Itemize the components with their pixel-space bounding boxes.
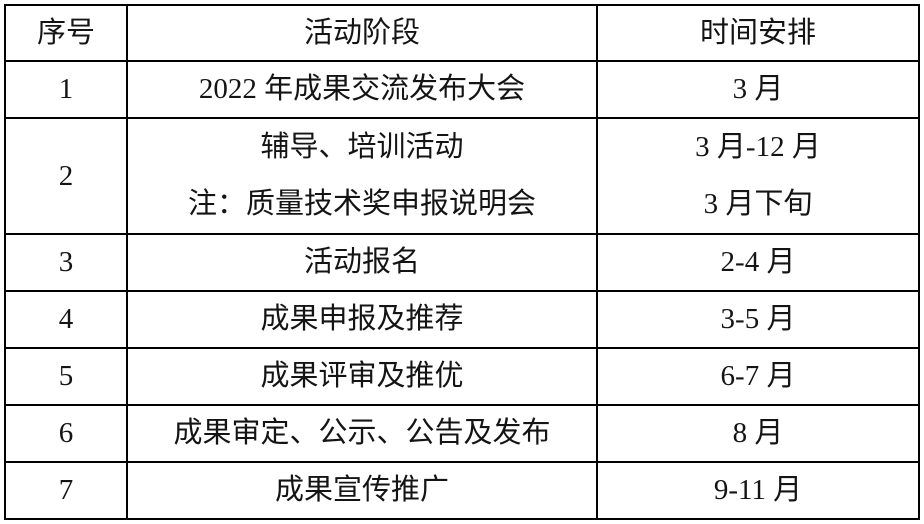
cell-stage: 成果申报及推荐 <box>126 290 598 349</box>
cell-serial: 3 <box>4 233 128 292</box>
cell-time: 3 月 <box>596 60 920 119</box>
cell-time: 8 月 <box>596 404 920 463</box>
cell-time: 3-5 月 <box>596 290 920 349</box>
activity-schedule-table: 序号 活动阶段 时间安排 1 2022 年成果交流发布大会 3 月 2 辅导、培… <box>4 4 920 520</box>
cell-time: 6-7 月 <box>596 347 920 406</box>
cell-serial: 6 <box>4 404 128 463</box>
table-row: 7 成果宣传推广 9-11 月 <box>4 461 920 520</box>
cell-stage: 成果审定、公示、公告及发布 <box>126 404 598 463</box>
time-line-2: 3 月下旬 <box>703 188 813 220</box>
table-row: 3 活动报名 2-4 月 <box>4 233 920 292</box>
cell-stage: 辅导、培训活动 注：质量技术奖申报说明会 <box>126 117 598 235</box>
cell-serial: 2 <box>4 117 128 235</box>
stage-line-2: 注：质量技术奖申报说明会 <box>187 188 536 220</box>
cell-stage: 2022 年成果交流发布大会 <box>126 60 598 119</box>
table-header-row: 序号 活动阶段 时间安排 <box>4 4 920 62</box>
table-row: 5 成果评审及推优 6-7 月 <box>4 347 920 406</box>
cell-stage: 成果评审及推优 <box>126 347 598 406</box>
cell-stage: 成果宣传推广 <box>126 461 598 520</box>
column-header-time: 时间安排 <box>596 4 920 62</box>
cell-time: 3 月-12 月 3 月下旬 <box>596 117 920 235</box>
column-header-serial: 序号 <box>4 4 128 62</box>
table-row: 1 2022 年成果交流发布大会 3 月 <box>4 60 920 119</box>
column-header-stage: 活动阶段 <box>126 4 598 62</box>
cell-serial: 4 <box>4 290 128 349</box>
table-row: 2 辅导、培训活动 注：质量技术奖申报说明会 3 月-12 月 3 月下旬 <box>4 117 920 235</box>
cell-serial: 7 <box>4 461 128 520</box>
time-line-1: 3 月-12 月 <box>695 131 821 163</box>
cell-time: 9-11 月 <box>596 461 920 520</box>
cell-time: 2-4 月 <box>596 233 920 292</box>
cell-serial: 1 <box>4 60 128 119</box>
table-row: 6 成果审定、公示、公告及发布 8 月 <box>4 404 920 463</box>
table-row: 4 成果申报及推荐 3-5 月 <box>4 290 920 349</box>
stage-line-1: 辅导、培训活动 <box>260 131 464 163</box>
cell-stage: 活动报名 <box>126 233 598 292</box>
cell-serial: 5 <box>4 347 128 406</box>
